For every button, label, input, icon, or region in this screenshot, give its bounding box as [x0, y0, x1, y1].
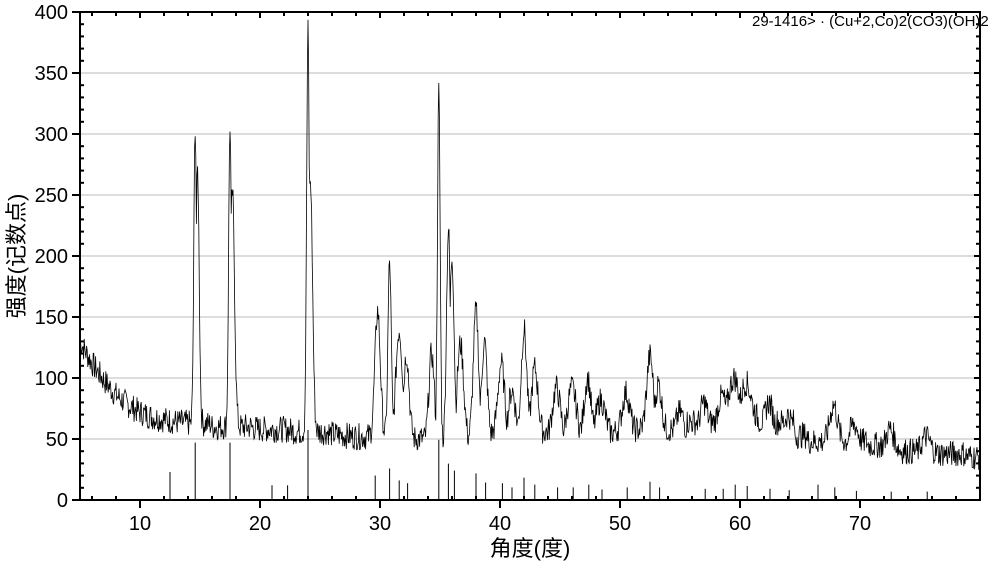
- y-tick-label: 250: [35, 185, 68, 207]
- y-tick-label: 300: [35, 124, 68, 146]
- x-tick-label: 70: [849, 513, 871, 535]
- xrd-chart: 0 50 100 150 200 250 300 350 400 10 20 30 40 50 60 70 角度…: [0, 0, 1000, 564]
- y-axis-label: 强度(记数点): [4, 194, 29, 319]
- xrd-trace: [80, 20, 980, 470]
- x-tick-label: 40: [489, 513, 511, 535]
- y-tick-label: 400: [35, 2, 68, 24]
- y-tick-label: 350: [35, 63, 68, 85]
- x-tick-label: 60: [729, 513, 751, 535]
- y-tick-label: 100: [35, 368, 68, 390]
- x-tick-label: 50: [609, 513, 631, 535]
- y-tick-label: 200: [35, 246, 68, 268]
- y-tick-label: 0: [57, 490, 68, 512]
- x-axis-label: 角度(度): [490, 536, 571, 561]
- y-tick-label: 150: [35, 307, 68, 329]
- legend-label: 29-1416> · (Cu+2,Co)2(CO3)(OH)2: [752, 13, 989, 30]
- x-tick-label: 20: [249, 513, 271, 535]
- x-tick-label: 30: [369, 513, 391, 535]
- y-tick-label: 50: [46, 429, 68, 451]
- x-tick-label: 10: [129, 513, 151, 535]
